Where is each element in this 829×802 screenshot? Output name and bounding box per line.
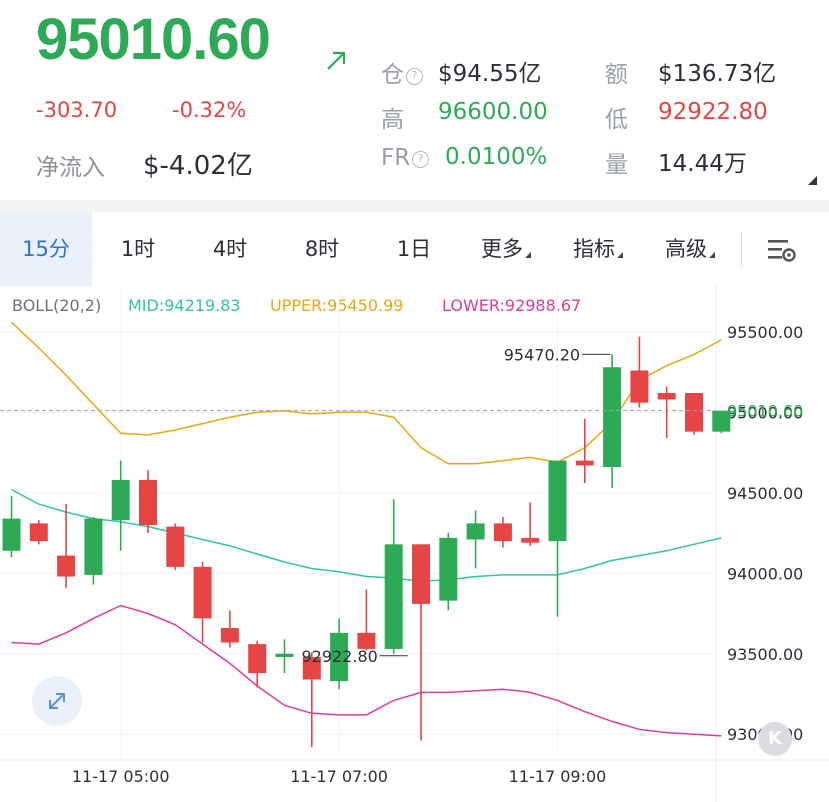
candle-body	[302, 656, 321, 680]
volume-label: 量	[605, 152, 628, 178]
candle-body	[193, 566, 212, 619]
candle-body	[248, 644, 267, 674]
info-icon[interactable]: ?	[406, 68, 423, 85]
candle-body	[330, 632, 349, 682]
boll-mid-value: MID:94219.83	[128, 296, 241, 315]
candle-body	[712, 410, 731, 432]
candle-body	[84, 518, 103, 575]
low-value: 92922.80	[658, 99, 768, 125]
open-interest-label: 仓?	[381, 55, 423, 89]
tab-divider	[741, 232, 742, 266]
candle-body	[466, 523, 485, 540]
low-label: 低	[605, 107, 628, 133]
tab-4h[interactable]: 4时	[212, 237, 248, 261]
fullscreen-button[interactable]	[32, 676, 82, 726]
boll-upper-line	[10, 321, 722, 465]
tab-indicators[interactable]: 指标	[552, 212, 644, 286]
turnover-label: 额	[605, 62, 628, 88]
candle-body	[357, 632, 376, 649]
indicator-name: BOLL(20,2)	[12, 296, 102, 315]
last-price-label: 95010.60	[727, 402, 803, 421]
dropdown-triangle-icon	[617, 252, 623, 258]
candle-body	[2, 518, 21, 551]
tab-8h[interactable]: 8时	[304, 237, 340, 261]
candle-body	[630, 370, 649, 403]
up-right-arrow-icon	[327, 51, 346, 70]
high-value: 96600.00	[438, 99, 548, 125]
candle-body	[439, 537, 458, 601]
section-divider	[0, 200, 829, 212]
dropdown-triangle-icon	[709, 252, 715, 258]
price-change: -303.70	[36, 98, 118, 122]
boll-lower-line	[11, 604, 722, 737]
candle-body	[57, 555, 76, 577]
volume-value: 14.44万	[658, 151, 747, 177]
candle-body	[29, 523, 48, 542]
tab-advanced[interactable]: 高级	[644, 212, 736, 286]
candle-body	[575, 460, 594, 466]
tab-more[interactable]: 更多	[460, 212, 552, 286]
candle-body	[384, 544, 403, 649]
candle-body	[603, 367, 622, 468]
tab-1d[interactable]: 1日	[396, 237, 432, 261]
boll-upper-value: UPPER:95450.99	[270, 296, 404, 315]
candle-body	[139, 479, 157, 525]
open-interest-value: $94.55亿	[438, 61, 542, 87]
candle-body	[521, 537, 540, 543]
dropdown-triangle-icon	[525, 252, 531, 258]
candle-body	[493, 523, 512, 542]
funding-rate-label: FR?	[381, 145, 430, 171]
funding-rate-value: 0.0100%	[445, 144, 548, 170]
y-tick-label: 94500.00	[727, 484, 803, 503]
x-tick-label: 11-17 07:00	[290, 767, 388, 786]
x-tick-label: 11-17 09:00	[509, 767, 607, 786]
y-tick-label: 94000.00	[727, 564, 803, 583]
y-tick-label: 95500.00	[727, 323, 803, 342]
candle-body	[166, 526, 185, 567]
candle-body	[685, 393, 703, 432]
candle-body	[111, 479, 130, 521]
y-tick-label: 93500.00	[727, 645, 803, 664]
k-logo-button[interactable]: K	[758, 722, 792, 756]
high-label: 高	[381, 107, 404, 133]
net-inflow-label: 净流入	[36, 155, 105, 181]
x-tick-label: 11-17 05:00	[72, 767, 170, 786]
candle-body	[548, 460, 567, 542]
min-price-label: 92922.80	[301, 647, 377, 666]
price-change-percent: -0.32%	[172, 98, 247, 122]
boll-lower-value: LOWER:92988.67	[442, 296, 582, 315]
y-tick-label: 95000.00	[727, 403, 803, 422]
candle-body	[412, 544, 430, 604]
chart-settings-icon[interactable]	[766, 236, 798, 264]
turnover-value: $136.73亿	[658, 61, 777, 87]
candle-body	[657, 393, 676, 400]
max-price-label: 95470.20	[504, 345, 580, 364]
expand-arrows-icon	[49, 693, 65, 709]
boll-mid-line	[11, 488, 722, 583]
expand-corner-icon[interactable]	[808, 176, 817, 185]
candle-body	[275, 653, 294, 657]
tab-1h[interactable]: 1时	[120, 237, 156, 261]
last-price: 95010.60	[36, 7, 271, 72]
candle-body	[220, 628, 239, 643]
tab-15m[interactable]: 15分	[0, 212, 92, 286]
candlestick-chart[interactable]: 95500.00 95000.00 94500.00 94000.00 93500.00…	[0, 285, 829, 802]
net-inflow-value: $-4.02亿	[143, 151, 253, 181]
info-icon[interactable]: ?	[412, 151, 430, 168]
